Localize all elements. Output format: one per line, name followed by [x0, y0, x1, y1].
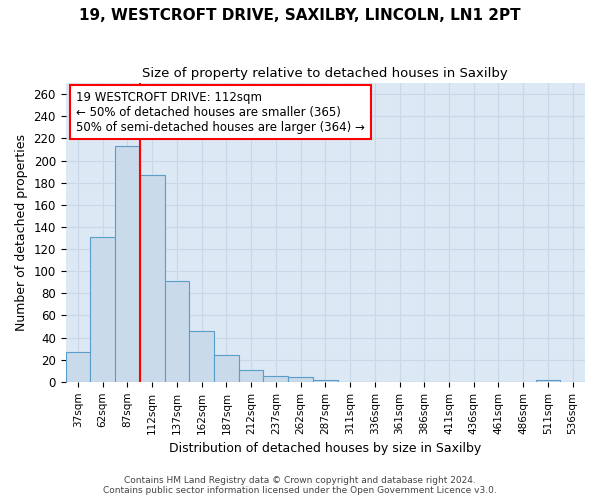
Text: Contains HM Land Registry data © Crown copyright and database right 2024.
Contai: Contains HM Land Registry data © Crown c… — [103, 476, 497, 495]
Bar — [65, 352, 91, 382]
Bar — [190, 331, 214, 382]
Bar — [91, 237, 115, 382]
Bar — [164, 281, 190, 382]
Title: Size of property relative to detached houses in Saxilby: Size of property relative to detached ho… — [142, 68, 508, 80]
Text: 19 WESTCROFT DRIVE: 112sqm
← 50% of detached houses are smaller (365)
50% of sem: 19 WESTCROFT DRIVE: 112sqm ← 50% of deta… — [76, 90, 365, 134]
Bar — [288, 378, 313, 382]
Y-axis label: Number of detached properties: Number of detached properties — [15, 134, 28, 331]
Bar — [263, 376, 288, 382]
Bar — [115, 146, 140, 382]
Bar — [214, 356, 239, 382]
Bar — [239, 370, 263, 382]
Bar — [536, 380, 560, 382]
Text: 19, WESTCROFT DRIVE, SAXILBY, LINCOLN, LN1 2PT: 19, WESTCROFT DRIVE, SAXILBY, LINCOLN, L… — [79, 8, 521, 22]
X-axis label: Distribution of detached houses by size in Saxilby: Distribution of detached houses by size … — [169, 442, 481, 455]
Bar — [140, 175, 164, 382]
Bar — [313, 380, 338, 382]
